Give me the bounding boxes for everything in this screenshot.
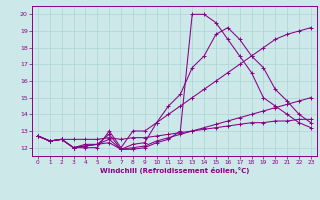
X-axis label: Windchill (Refroidissement éolien,°C): Windchill (Refroidissement éolien,°C) xyxy=(100,167,249,174)
